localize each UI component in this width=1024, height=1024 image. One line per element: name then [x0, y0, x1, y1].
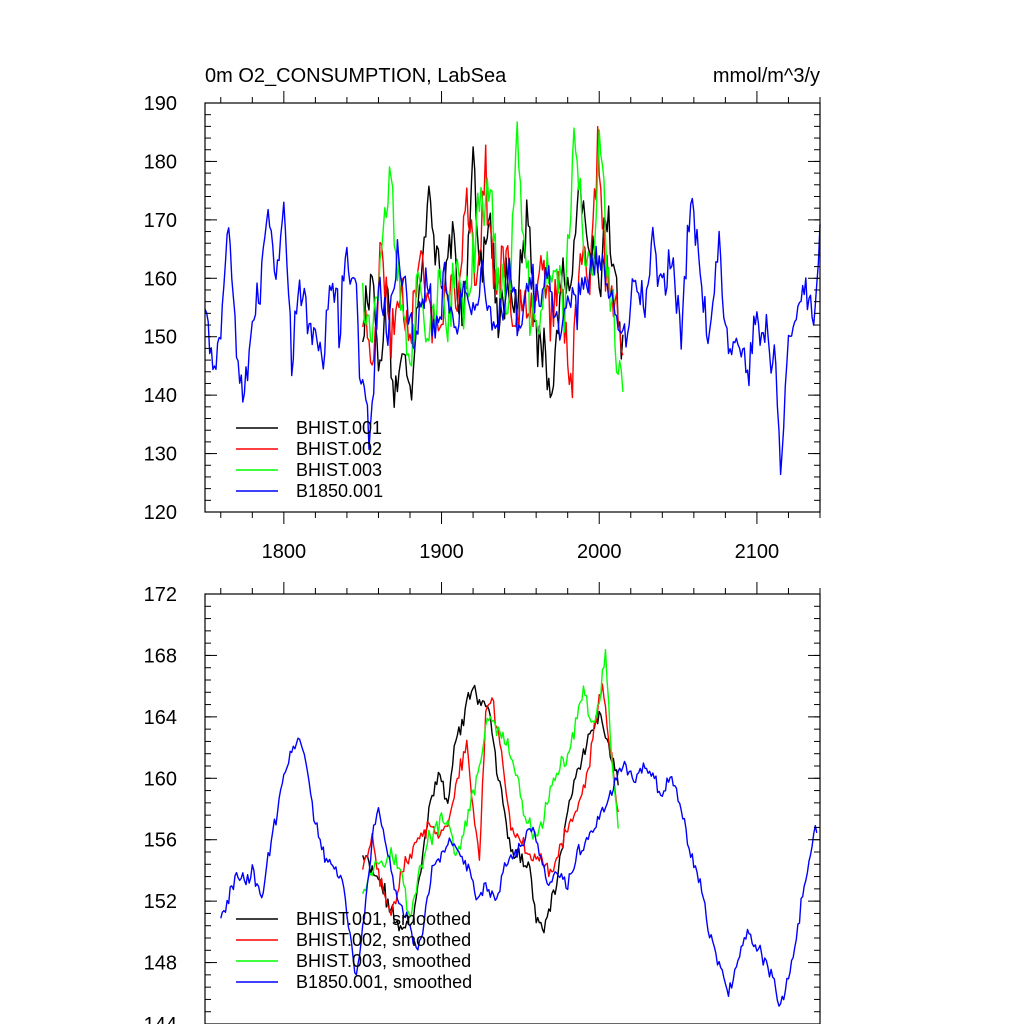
top-series-line-3 [362, 121, 624, 392]
top-ytick-label: 180 [144, 151, 177, 173]
top-ytick-label: 170 [144, 210, 177, 232]
bottom-ytick-label: 144 [144, 1014, 177, 1024]
top-panel: 120 130 140 150 160 170 180 190 1800 1900 2000 2100… [144, 65, 821, 563]
bottom-ticks-group: 144 148 152 156 160 164 168 172 [144, 582, 821, 1024]
top-units: mmol/m^3/y [713, 65, 820, 87]
bottom-ytick-label: 168 [144, 645, 177, 667]
top-legend-label-4: B1850.001 [296, 481, 383, 501]
top-ticks-group: 120 130 140 150 160 170 180 190 1800 1900 2000 2100 [144, 91, 821, 563]
bottom-ytick-label: 172 [144, 584, 177, 606]
bottom-ytick-label: 148 [144, 953, 177, 975]
top-plot-frame [204, 102, 821, 513]
top-ytick-label: 150 [144, 327, 177, 349]
top-xtick-label: 2100 [735, 541, 780, 563]
top-ytick-label: 120 [144, 502, 177, 524]
top-ytick-label: 140 [144, 385, 177, 407]
bottom-legend-label-1: BHIST.001, smoothed [296, 909, 471, 929]
top-series-line-4 [204, 197, 821, 476]
top-series-line-2 [362, 125, 624, 399]
bottom-legend-label-3: BHIST.003, smoothed [296, 951, 471, 971]
top-legend-label-3: BHIST.003 [296, 460, 382, 480]
bottom-ytick-label: 160 [144, 768, 177, 790]
bottom-ytick-label: 152 [144, 891, 177, 913]
top-legend-label-2: BHIST.002 [296, 439, 382, 459]
bottom-ytick-label: 156 [144, 830, 177, 852]
bottom-legend-label-2: BHIST.002, smoothed [296, 930, 471, 950]
top-xtick-label: 1800 [262, 541, 307, 563]
top-legend-label-1: BHIST.001 [296, 418, 382, 438]
bottom-series-group [220, 648, 818, 1007]
bottom-series-line-4 [220, 737, 818, 1007]
top-title: 0m O2_CONSUMPTION, LabSea [205, 65, 507, 87]
top-ytick-label: 160 [144, 268, 177, 290]
top-xtick-label: 2000 [577, 541, 622, 563]
top-ytick-label: 130 [144, 444, 177, 466]
bottom-legend-label-4: B1850.001, smoothed [296, 972, 472, 992]
bottom-series-line-2 [362, 683, 619, 917]
bottom-series-line-3 [362, 648, 619, 918]
top-xtick-label: 1900 [419, 541, 464, 563]
bottom-plot-frame [204, 593, 821, 1024]
bottom-panel: 144 148 152 156 160 164 168 172 BHIST.001, smoo… [144, 582, 821, 1024]
top-ytick-label: 190 [144, 93, 177, 115]
top-series-group [204, 121, 821, 476]
bottom-ytick-label: 164 [144, 707, 177, 729]
